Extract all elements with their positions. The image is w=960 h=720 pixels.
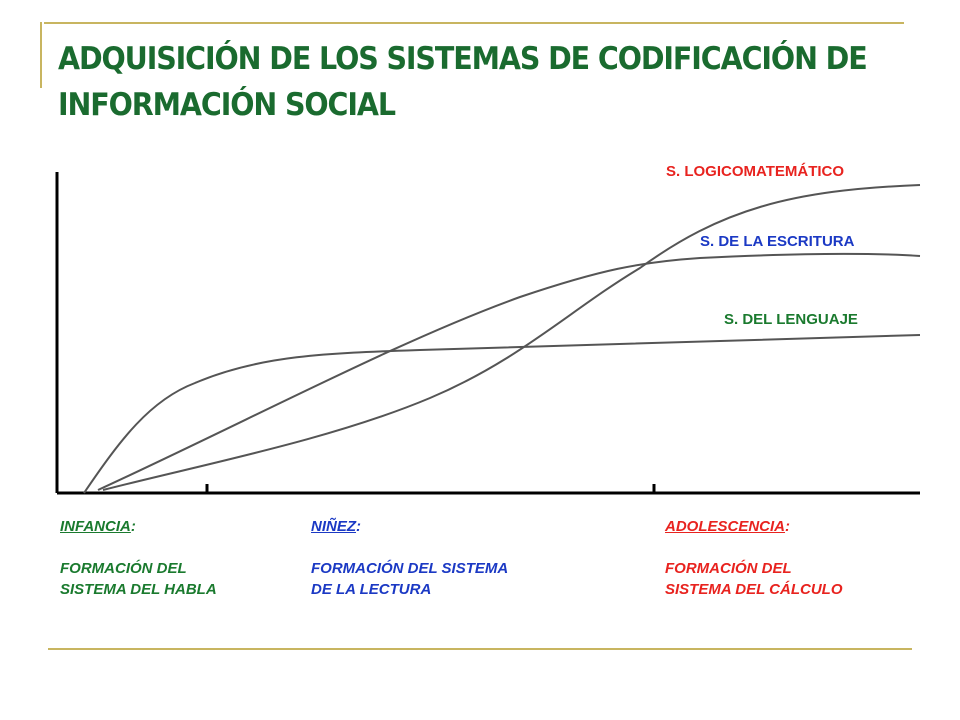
stage-adolescencia: ADOLESCENCIA: FORMACIÓN DEL SISTEMA DEL … — [665, 516, 843, 600]
stage-colon: : — [356, 518, 361, 535]
stage-name: INFANCIA — [60, 518, 131, 535]
stage-desc-line-2: SISTEMA DEL CÁLCULO — [665, 581, 843, 598]
label-logicomatematico: S. LOGICOMATEMÁTICO — [666, 163, 845, 180]
stage-desc-line-1: FORMACIÓN DEL SISTEMA — [311, 560, 509, 577]
label-lenguaje: S. DEL LENGUAJE — [724, 311, 858, 328]
stage-colon: : — [130, 518, 136, 535]
bottom-rule — [48, 648, 912, 650]
slide-title: ADQUISICIÓN DE LOS SISTEMAS DE CODIFICAC… — [58, 36, 868, 128]
top-rule — [44, 22, 904, 24]
title-line-1: ADQUISICIÓN DE LOS SISTEMAS DE CODIFICAC… — [58, 41, 868, 77]
stage-name: NIÑEZ — [311, 518, 356, 535]
stage-desc-line-2: SISTEMA DEL HABLA — [60, 581, 217, 598]
title-line-2: INFORMACIÓN SOCIAL — [58, 87, 396, 123]
stage-colon: : — [785, 518, 791, 535]
stage-desc-line-1: FORMACIÓN DEL — [665, 560, 792, 577]
stage-name: ADOLESCENCIA — [665, 518, 786, 535]
stage-infancia: INFANCIA: FORMACIÓN DEL SISTEMA DEL HABL… — [60, 516, 217, 600]
left-rule — [40, 22, 42, 88]
curve-escritura — [97, 252, 921, 491]
stage-description: FORMACIÓN DEL SISTEMA DEL HABLA — [60, 558, 217, 600]
stage-desc-line-2: DE LA LECTURA — [311, 581, 432, 598]
label-escritura: S. DE LA ESCRITURA — [700, 233, 855, 250]
curve-logicomatematico — [102, 184, 921, 491]
curve-lenguaje — [83, 334, 921, 494]
stage-description: FORMACIÓN DEL SISTEMA DE LA LECTURA — [311, 558, 508, 600]
stage-description: FORMACIÓN DEL SISTEMA DEL CÁLCULO — [665, 558, 843, 600]
stage-desc-line-1: FORMACIÓN DEL — [60, 560, 187, 577]
stage-ninez: NIÑEZ: FORMACIÓN DEL SISTEMA DE LA LECTU… — [311, 516, 508, 600]
